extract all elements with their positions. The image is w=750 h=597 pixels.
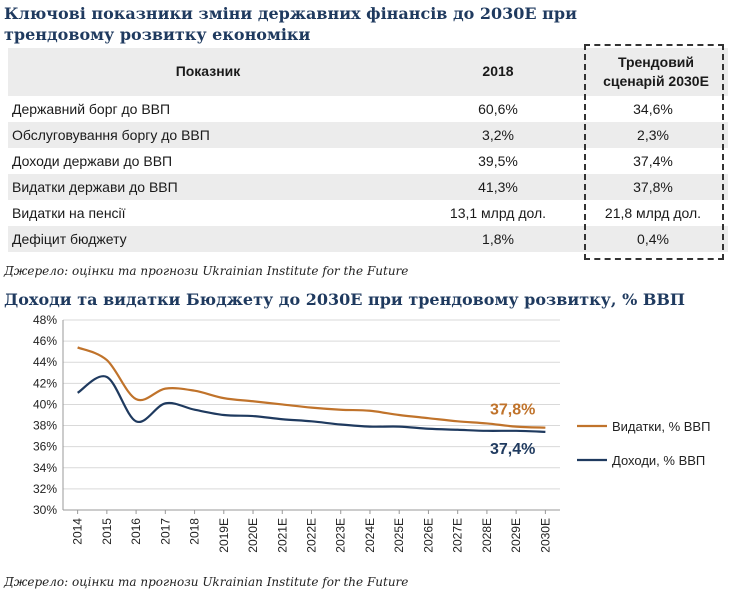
y-tick-label: 42% [33, 376, 57, 390]
x-tick-label: 2024E [363, 518, 377, 553]
x-tick-label: 2018 [188, 518, 202, 545]
table-row: Дефіцит бюджету 1,8% 0,4% [8, 226, 728, 252]
x-tick-label: 2017 [158, 518, 172, 545]
row-value-2018: 39,5% [478, 153, 518, 169]
x-tick-label: 2025E [392, 518, 406, 553]
y-tick-label: 46% [33, 334, 57, 348]
expenses-end-label: 37,8% [490, 402, 535, 419]
row-value-2030: 0,4% [637, 231, 669, 247]
row-value-2018: 41,3% [478, 179, 518, 195]
row-label: Обслуговування боргу до ВВП [12, 127, 210, 143]
x-tick-label: 2030E [538, 518, 552, 553]
x-tick-label: 2029E [509, 518, 523, 553]
expenses-legend-label: Видатки, % ВВП [612, 419, 710, 434]
table-source: Джерело: оцінки та прогнози Ukrainian In… [4, 264, 409, 278]
row-label: Доходи держави до ВВП [12, 153, 173, 169]
row-label: Видатки держави до ВВП [12, 179, 178, 195]
row-value-2018: 1,8% [482, 231, 514, 247]
expenses-series-line [77, 346, 546, 429]
row-value-2018: 13,1 млрд дол. [449, 205, 547, 221]
row-value-2030: 21,8 млрд дол. [604, 205, 702, 221]
x-tick-label: 2023E [334, 518, 348, 553]
table-row: Доходи держави до ВВП 39,5% 37,4% [8, 148, 728, 174]
revenues-end-label: 37,4% [490, 441, 535, 458]
table-row: Видатки на пенсії 13,1 млрд дол. 21,8 мл… [8, 200, 728, 226]
x-tick-label: 2021E [275, 518, 289, 553]
x-tick-label: 2015 [100, 518, 114, 545]
row-label: Видатки на пенсії [12, 205, 126, 221]
chart-source: Джерело: оцінки та прогнози Ukrainian In… [4, 575, 409, 589]
y-tick-label: 36% [33, 440, 57, 454]
scenario-highlight-box [584, 44, 724, 260]
x-tick-label: 2028E [480, 518, 494, 553]
x-tick-label: 2016 [129, 518, 143, 545]
x-tick-label: 2020E [246, 518, 260, 553]
table-row: Державний борг до ВВП 60,6% 34,6% [8, 96, 728, 122]
row-value-2030: 37,8% [633, 179, 673, 195]
y-tick-label: 40% [33, 397, 57, 411]
row-value-2030: 34,6% [633, 101, 673, 117]
row-label: Державний борг до ВВП [12, 101, 171, 117]
row-value-2030: 2,3% [637, 127, 669, 143]
x-tick-label: 2022E [305, 518, 319, 553]
chart-title: Доходи та видатки Бюджету до 2030Е при т… [4, 290, 685, 309]
x-tick-label: 2014 [71, 518, 85, 545]
table-row: Обслуговування боргу до ВВП 3,2% 2,3% [8, 122, 728, 148]
row-label: Дефіцит бюджету [12, 231, 127, 247]
header-2018: 2018 [482, 63, 514, 79]
table-title: Ключові показники зміни державних фінанс… [4, 4, 577, 44]
x-tick-label: 2027E [451, 518, 465, 553]
y-tick-label: 34% [33, 461, 57, 475]
header-scenario-2030: Трендовий сценарій 2030Е [603, 54, 709, 89]
row-value-2030: 37,4% [633, 153, 673, 169]
line-chart: 30% 32% 34% 36% 38% 40% 42% 44% 46% 48% 2014 2015 20… [33, 313, 710, 553]
y-tick-label: 30% [33, 503, 57, 517]
x-tick-label: 2026E [421, 518, 435, 553]
header-indicator: Показник [175, 63, 241, 79]
row-value-2018: 60,6% [478, 101, 518, 117]
y-tick-label: 48% [33, 313, 57, 327]
table-header: Показник 2018 Трендовий сценарій 2030Е [8, 48, 728, 96]
y-tick-label: 32% [33, 482, 57, 496]
row-value-2018: 3,2% [482, 127, 514, 143]
revenues-legend-label: Доходи, % ВВП [612, 453, 705, 468]
y-tick-label: 38% [33, 419, 57, 433]
table-row: Видатки держави до ВВП 41,3% 37,8% [8, 174, 728, 200]
y-tick-label: 44% [33, 355, 57, 369]
x-tick-label: 2019E [217, 518, 231, 553]
